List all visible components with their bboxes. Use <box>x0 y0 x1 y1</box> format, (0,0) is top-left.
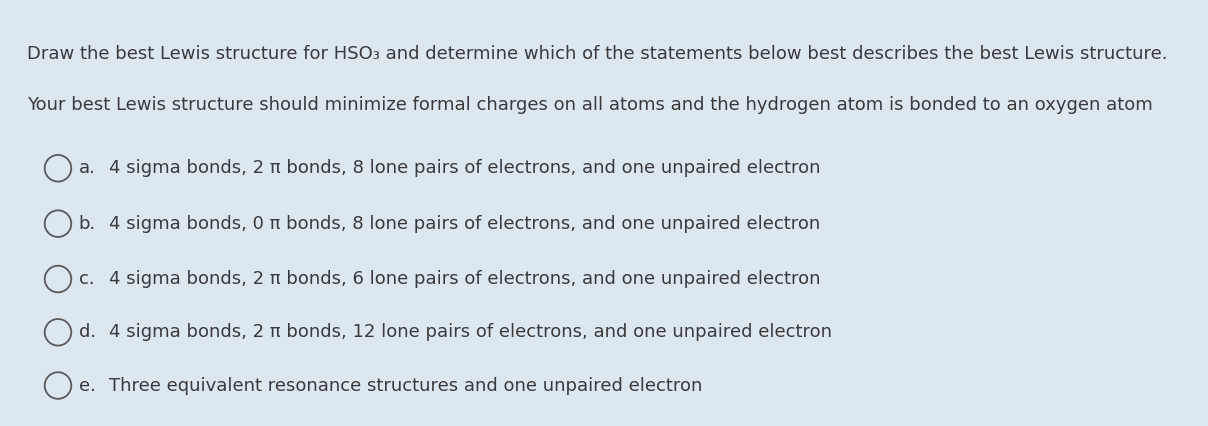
Text: Three equivalent resonance structures and one unpaired electron: Three equivalent resonance structures an… <box>109 377 702 394</box>
Text: d.: d. <box>79 323 95 341</box>
Text: 4 sigma bonds, 2 π bonds, 12 lone pairs of electrons, and one unpaired electron: 4 sigma bonds, 2 π bonds, 12 lone pairs … <box>109 323 832 341</box>
Text: b.: b. <box>79 215 95 233</box>
Text: 4 sigma bonds, 2 π bonds, 6 lone pairs of electrons, and one unpaired electron: 4 sigma bonds, 2 π bonds, 6 lone pairs o… <box>109 270 820 288</box>
Text: 4 sigma bonds, 0 π bonds, 8 lone pairs of electrons, and one unpaired electron: 4 sigma bonds, 0 π bonds, 8 lone pairs o… <box>109 215 820 233</box>
Text: 4 sigma bonds, 2 π bonds, 8 lone pairs of electrons, and one unpaired electron: 4 sigma bonds, 2 π bonds, 8 lone pairs o… <box>109 159 820 177</box>
Text: e.: e. <box>79 377 95 394</box>
Text: Your best Lewis structure should minimize formal charges on all atoms and the hy: Your best Lewis structure should minimiz… <box>27 96 1152 114</box>
Text: c.: c. <box>79 270 94 288</box>
Text: Draw the best Lewis structure for HSO₃ and determine which of the statements bel: Draw the best Lewis structure for HSO₃ a… <box>27 45 1167 63</box>
Text: a.: a. <box>79 159 95 177</box>
